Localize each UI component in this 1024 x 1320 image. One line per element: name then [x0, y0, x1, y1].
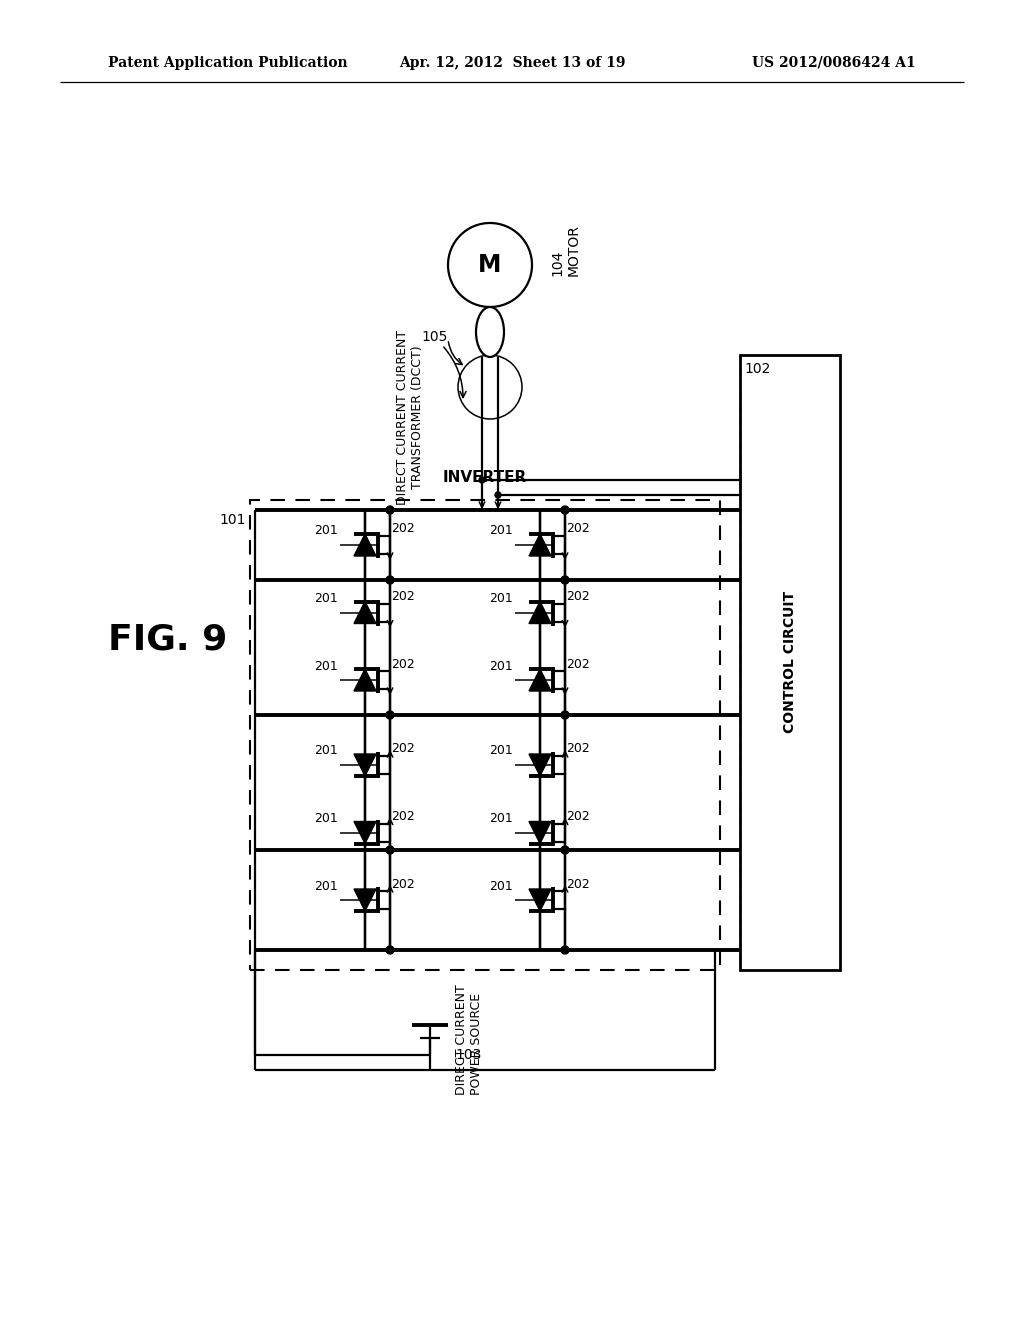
Ellipse shape	[476, 308, 504, 356]
Circle shape	[561, 711, 569, 719]
Text: INVERTER: INVERTER	[442, 470, 527, 486]
Text: Patent Application Publication: Patent Application Publication	[108, 55, 347, 70]
Circle shape	[386, 846, 394, 854]
Bar	[250, 500, 720, 970]
Text: 202: 202	[391, 878, 415, 891]
Polygon shape	[529, 888, 551, 911]
Text: 202: 202	[391, 523, 415, 536]
Text: 202: 202	[566, 590, 590, 603]
Bar	[740, 355, 840, 970]
Circle shape	[495, 492, 501, 498]
Text: 202: 202	[391, 810, 415, 822]
Text: 202: 202	[566, 742, 590, 755]
Polygon shape	[354, 754, 376, 776]
Text: 201: 201	[489, 744, 513, 758]
Text: 202: 202	[391, 657, 415, 671]
Text: DIRECT CURRENT CURRENT
TRANSFORMER (DCCT): DIRECT CURRENT CURRENT TRANSFORMER (DCCT…	[396, 330, 424, 504]
Polygon shape	[529, 669, 551, 690]
Text: 201: 201	[489, 879, 513, 892]
Text: 202: 202	[566, 657, 590, 671]
Text: Apr. 12, 2012  Sheet 13 of 19: Apr. 12, 2012 Sheet 13 of 19	[398, 55, 626, 70]
Text: 101: 101	[219, 513, 246, 527]
Text: 202: 202	[391, 590, 415, 603]
Text: 202: 202	[391, 742, 415, 755]
Circle shape	[479, 477, 485, 483]
Text: 201: 201	[314, 879, 338, 892]
Text: 201: 201	[489, 591, 513, 605]
Text: US 2012/0086424 A1: US 2012/0086424 A1	[753, 55, 916, 70]
Polygon shape	[354, 669, 376, 690]
Circle shape	[561, 946, 569, 954]
Text: 202: 202	[566, 523, 590, 536]
Text: 201: 201	[314, 744, 338, 758]
Polygon shape	[354, 821, 376, 843]
Text: 201: 201	[489, 524, 513, 537]
Text: 102: 102	[744, 362, 770, 376]
Circle shape	[386, 946, 394, 954]
Circle shape	[561, 576, 569, 583]
Text: 105: 105	[422, 330, 449, 345]
Text: 201: 201	[314, 812, 338, 825]
Text: 201: 201	[314, 591, 338, 605]
Circle shape	[386, 576, 394, 583]
Circle shape	[561, 846, 569, 854]
Circle shape	[561, 506, 569, 513]
Text: 202: 202	[566, 878, 590, 891]
Polygon shape	[354, 602, 376, 623]
Text: DIRECT CURRENT
POWER SOURCE: DIRECT CURRENT POWER SOURCE	[455, 985, 483, 1096]
Polygon shape	[529, 821, 551, 843]
Circle shape	[386, 711, 394, 719]
Text: 201: 201	[314, 524, 338, 537]
Polygon shape	[529, 602, 551, 623]
Text: 201: 201	[314, 660, 338, 672]
Text: 201: 201	[489, 660, 513, 672]
Text: CONTROL CIRCUIT: CONTROL CIRCUIT	[783, 591, 797, 733]
Polygon shape	[354, 535, 376, 556]
Text: 104
MOTOR: 104 MOTOR	[550, 224, 581, 276]
Polygon shape	[354, 888, 376, 911]
Polygon shape	[529, 535, 551, 556]
Text: 103: 103	[455, 1048, 481, 1063]
Text: FIG. 9: FIG. 9	[109, 623, 227, 657]
Polygon shape	[529, 754, 551, 776]
Text: 201: 201	[489, 812, 513, 825]
Text: M: M	[478, 253, 502, 277]
Text: 202: 202	[566, 810, 590, 822]
Circle shape	[386, 506, 394, 513]
